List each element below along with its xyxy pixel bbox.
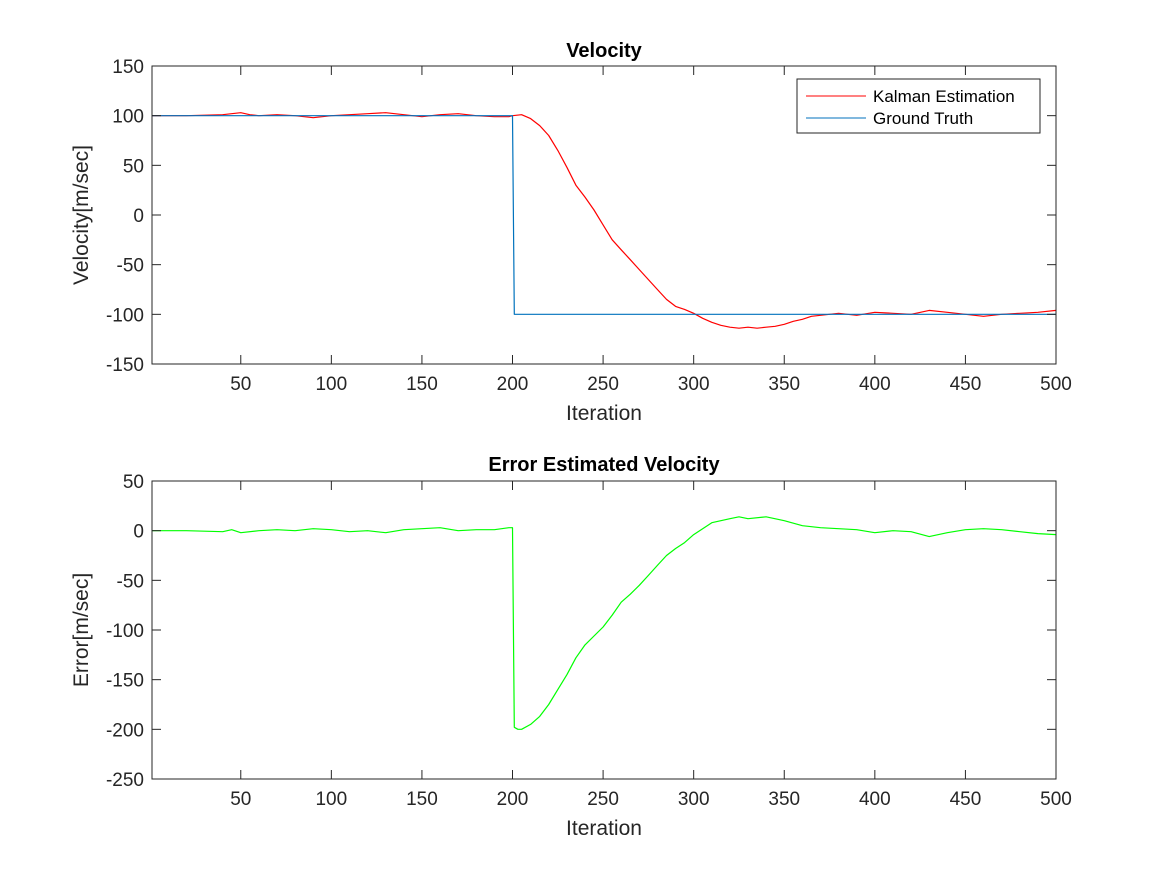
- error-y-tick-label: 0: [133, 522, 144, 543]
- velocity-y-tick-label: -50: [117, 256, 144, 277]
- velocity-x-tick-label: 100: [315, 374, 347, 395]
- error-x-tick-label: 500: [1040, 789, 1072, 810]
- velocity-x-tick-label: 300: [678, 374, 710, 395]
- error-y-tick-label: 50: [123, 472, 144, 493]
- error-y-tick-label: -100: [106, 621, 144, 642]
- velocity-ticks: 50 100 150 200 250 300 350 400 450 500-150-100-50…: [106, 57, 1072, 395]
- error-series-line-series-0: [152, 516, 1057, 730]
- error-y-tick-label: -50: [117, 571, 144, 592]
- error-y-axis-label: Error[m/sec]: [70, 573, 93, 687]
- error-y-tick-label: -150: [106, 671, 144, 692]
- error-x-tick-label: 450: [950, 789, 982, 810]
- error-x-tick-label: 150: [406, 789, 438, 810]
- error-x-tick-label: 250: [587, 789, 619, 810]
- error-x-tick-label: 50: [230, 789, 251, 810]
- velocity-y-tick-label: -150: [106, 355, 144, 376]
- error-x-tick-label: 200: [497, 789, 529, 810]
- velocity-x-tick-label: 400: [859, 374, 891, 395]
- error-x-tick-label: 300: [678, 789, 710, 810]
- error-x-tick-label: 350: [768, 789, 800, 810]
- error-subplot: 50 100 150 200 250 300 350 400 450 500-250-200-15…: [70, 454, 1072, 840]
- velocity-x-tick-label: 450: [950, 374, 982, 395]
- velocity-x-tick-label: 50: [230, 374, 251, 395]
- legend: Kalman Estimation Ground Truth: [796, 78, 1041, 134]
- velocity-subplot: 50 100 150 200 250 300 350 400 450 500-150-100-50…: [70, 40, 1072, 425]
- velocity-y-tick-label: 50: [123, 156, 144, 177]
- legend-label-ground-truth: Ground Truth: [873, 109, 973, 128]
- velocity-y-axis-label: Velocity[m/sec]: [70, 145, 93, 285]
- velocity-title: Velocity: [566, 40, 642, 62]
- velocity-x-tick-label: 250: [587, 374, 619, 395]
- error-ticks: 50 100 150 200 250 300 350 400 450 500-250-200-15…: [106, 472, 1072, 810]
- velocity-x-tick-label: 350: [768, 374, 800, 395]
- velocity-y-tick-label: -100: [106, 305, 144, 326]
- velocity-x-tick-label: 200: [497, 374, 529, 395]
- velocity-series-line-ground-truth: [152, 115, 1056, 315]
- velocity-x-tick-label: 150: [406, 374, 438, 395]
- velocity-x-tick-label: 500: [1040, 374, 1072, 395]
- error-y-tick-label: -250: [106, 770, 144, 791]
- error-plot-area: [152, 481, 1056, 779]
- error-x-tick-label: 400: [859, 789, 891, 810]
- error-title: Error Estimated Velocity: [488, 454, 720, 476]
- error-y-tick-label: -200: [106, 720, 144, 741]
- velocity-y-tick-label: 150: [112, 57, 144, 78]
- error-x-tick-label: 100: [315, 789, 347, 810]
- error-series-layer: [152, 516, 1057, 730]
- legend-box: [796, 78, 1041, 134]
- velocity-series-layer: [152, 112, 1057, 329]
- error-x-axis-label: Iteration: [566, 817, 642, 840]
- legend-label-kalman: Kalman Estimation: [873, 87, 1015, 106]
- velocity-x-axis-label: Iteration: [566, 402, 642, 425]
- velocity-y-tick-label: 100: [112, 107, 144, 128]
- velocity-y-tick-label: 0: [133, 206, 144, 227]
